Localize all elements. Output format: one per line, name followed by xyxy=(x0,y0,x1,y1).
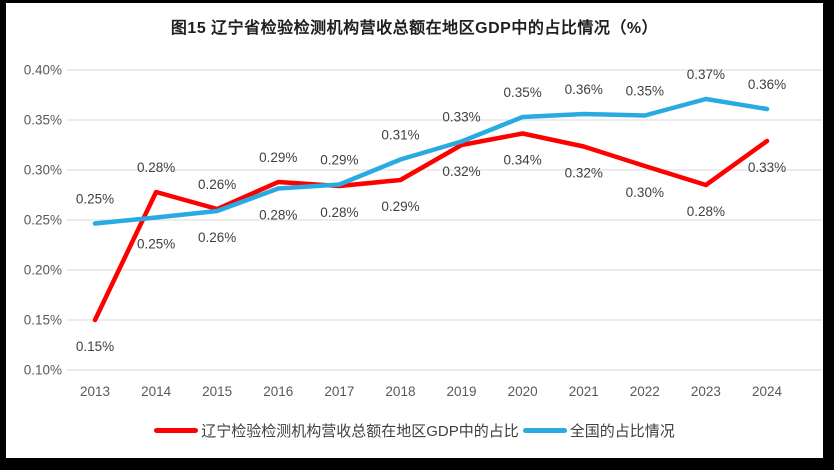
data-label: 0.32% xyxy=(442,164,480,179)
y-axis-tick-label: 0.20% xyxy=(24,263,62,278)
x-axis-tick-label: 2016 xyxy=(263,384,293,399)
data-label: 0.37% xyxy=(687,67,725,82)
national-series-line xyxy=(92,96,770,226)
data-label: 0.28% xyxy=(259,208,297,223)
data-label: 0.28% xyxy=(137,160,175,175)
y-axis-tick-label: 0.15% xyxy=(24,313,62,328)
data-label: 0.31% xyxy=(381,128,419,143)
liaoning-legend-label: 辽宁检验检测机构营收总额在地区GDP中的占比 xyxy=(201,423,519,440)
data-label: 0.33% xyxy=(748,160,786,175)
y-axis-tick-label: 0.40% xyxy=(24,63,62,78)
x-axis-tick-label: 2014 xyxy=(141,384,172,399)
data-label: 0.29% xyxy=(259,150,297,165)
national-legend-swatch xyxy=(522,428,567,433)
data-label: 0.30% xyxy=(626,185,664,200)
x-axis-tick-label: 2017 xyxy=(324,384,354,399)
plot-area: 0.40% 0.35% 0.30% 0.25% 0.20% 0.15% 0.10% 2013 2… xyxy=(24,63,822,399)
y-axis-tick-label: 0.10% xyxy=(24,363,62,378)
y-axis-tick-label: 0.35% xyxy=(24,113,62,128)
data-label: 0.28% xyxy=(320,205,358,220)
chart-figure: 图15 辽宁省检验检测机构营收总额在地区GDP中的占比情况（%） 0.40% 0.… xyxy=(6,3,823,458)
data-label: 0.36% xyxy=(565,82,603,97)
data-label: 0.25% xyxy=(76,192,114,207)
liaoning-series-line xyxy=(92,131,770,323)
data-label: 0.26% xyxy=(198,230,236,245)
x-axis-tick-label: 2013 xyxy=(80,384,110,399)
x-axis-tick-label: 2022 xyxy=(630,384,660,399)
x-axis-tick-label: 2019 xyxy=(447,384,477,399)
data-label: 0.35% xyxy=(626,84,664,99)
data-label: 0.33% xyxy=(442,110,480,125)
national-legend-label: 全国的占比情况 xyxy=(569,423,675,440)
x-axis-tick-label: 2018 xyxy=(385,384,415,399)
x-axis-tick-label: 2015 xyxy=(202,384,232,399)
data-label: 0.35% xyxy=(503,85,541,100)
chart-title: 图15 辽宁省检验检测机构营收总额在地区GDP中的占比情况（%） xyxy=(170,20,659,37)
data-label: 0.28% xyxy=(687,204,725,219)
data-label: 0.25% xyxy=(137,237,175,252)
data-label: 0.26% xyxy=(198,177,236,192)
data-label: 0.29% xyxy=(381,199,419,214)
liaoning-legend-swatch xyxy=(154,428,199,433)
data-label: 0.32% xyxy=(565,166,603,181)
y-axis-tick-label: 0.25% xyxy=(24,213,62,228)
y-axis-tick-label: 0.30% xyxy=(24,163,62,178)
x-axis-tick-label: 2023 xyxy=(691,384,721,399)
x-axis-tick-label: 2020 xyxy=(508,384,538,399)
x-axis-tick-label: 2021 xyxy=(569,384,599,399)
data-label: 0.29% xyxy=(320,153,358,168)
data-label: 0.15% xyxy=(76,339,114,354)
chart-legend: 辽宁检验检测机构营收总额在地区GDP中的占比 全国的占比情况 xyxy=(6,420,823,441)
data-label: 0.34% xyxy=(503,153,541,168)
data-label: 0.36% xyxy=(748,77,786,92)
x-axis-tick-label: 2024 xyxy=(752,384,783,399)
